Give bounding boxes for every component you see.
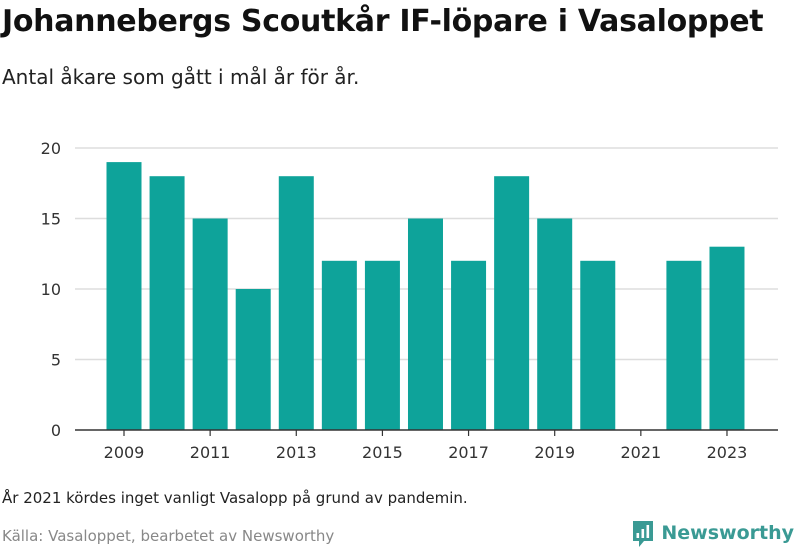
source-credit: Källa: Vasaloppet, bearbetet av Newswort… — [2, 527, 335, 545]
y-tick-label: 0 — [51, 421, 61, 440]
chart-title: Johannebergs Scoutkår IF-löpare i Vasalo… — [2, 4, 764, 39]
bar-2017 — [451, 260, 487, 430]
x-tick-label: 2017 — [448, 443, 489, 462]
brand-name: Newsworthy — [661, 522, 794, 544]
y-tick-label: 20 — [41, 139, 61, 158]
bars — [106, 162, 745, 430]
bar-2012 — [235, 289, 271, 430]
x-tick-label: 2011 — [190, 443, 231, 462]
brand-logo: Newsworthy — [631, 518, 794, 548]
footnote: År 2021 kördes inget vanligt Vasalopp på… — [2, 489, 468, 507]
bar-2014 — [321, 260, 357, 430]
bar-2018 — [494, 176, 530, 430]
bar-2009 — [106, 162, 142, 430]
x-tick-label: 2021 — [620, 443, 661, 462]
y-tick-label: 15 — [41, 210, 61, 229]
chart-subtitle: Antal åkare som gått i mål år för år. — [2, 65, 360, 89]
bar-2020 — [580, 260, 616, 430]
bar-2015 — [364, 260, 400, 430]
bar-2023 — [709, 246, 745, 430]
bar-2010 — [149, 176, 185, 430]
bar-2022 — [666, 260, 702, 430]
newsworthy-logo-icon — [633, 521, 654, 547]
x-tick-label: 2023 — [707, 443, 748, 462]
x-tick-label: 2009 — [104, 443, 145, 462]
axes: 0 5 10 15 20 2009 2011 2013 2015 2017 2019 2021 2023 — [41, 139, 778, 462]
y-tick-label: 10 — [41, 280, 61, 299]
y-tick-label: 5 — [51, 351, 61, 370]
x-tick-label: 2019 — [534, 443, 575, 462]
bar-2019 — [537, 218, 573, 430]
bar-2013 — [278, 176, 314, 430]
x-tick-label: 2013 — [276, 443, 317, 462]
x-tick-label: 2015 — [362, 443, 403, 462]
bar-chart: 0 5 10 15 20 2009 2011 2013 2015 2017 2019 2021 2023 — [41, 139, 778, 462]
bar-2011 — [192, 218, 228, 430]
bar-2016 — [407, 218, 443, 430]
